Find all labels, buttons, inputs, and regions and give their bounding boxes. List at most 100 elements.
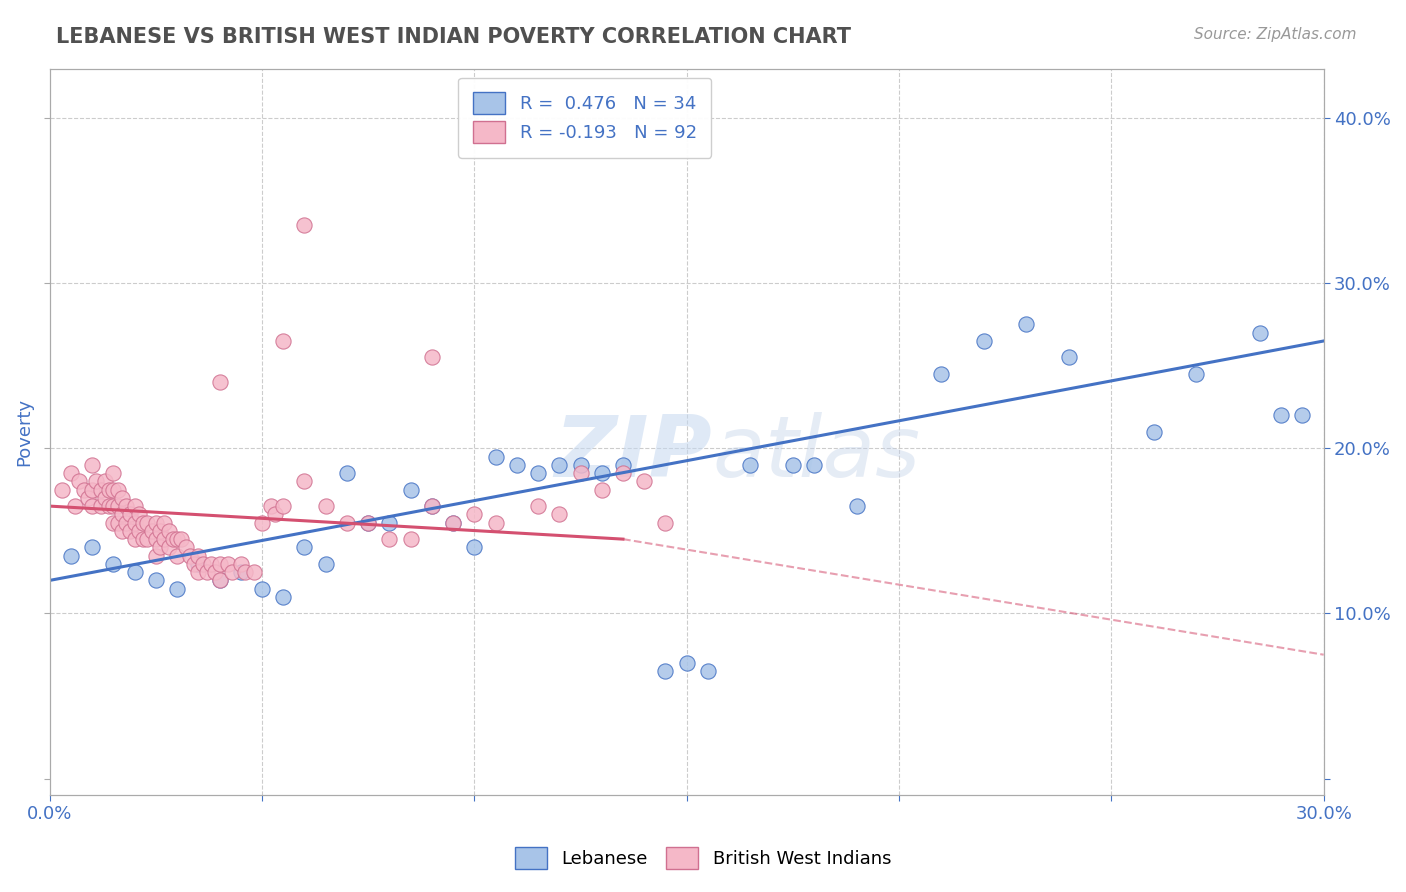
- Point: [315, 499, 337, 513]
- Point: [378, 532, 401, 546]
- Text: Source: ZipAtlas.com: Source: ZipAtlas.com: [1194, 27, 1357, 42]
- Point: [103, 466, 125, 480]
- Point: [124, 565, 146, 579]
- Point: [179, 549, 201, 563]
- Point: [463, 508, 485, 522]
- Point: [82, 483, 104, 497]
- Point: [1057, 351, 1080, 365]
- Point: [103, 516, 125, 530]
- Point: [654, 664, 676, 678]
- Point: [233, 565, 256, 579]
- Point: [441, 516, 464, 530]
- Point: [782, 458, 804, 472]
- Point: [145, 574, 167, 588]
- Point: [107, 499, 129, 513]
- Point: [115, 499, 138, 513]
- Point: [527, 466, 550, 480]
- Point: [132, 532, 155, 546]
- Point: [1270, 409, 1292, 423]
- Point: [128, 524, 150, 538]
- Point: [195, 565, 218, 579]
- Point: [174, 541, 197, 555]
- Point: [803, 458, 825, 472]
- Point: [250, 516, 273, 530]
- Point: [208, 376, 231, 390]
- Point: [120, 508, 142, 522]
- Point: [294, 475, 316, 489]
- Point: [740, 458, 762, 472]
- Point: [111, 508, 134, 522]
- Point: [1015, 318, 1038, 332]
- Point: [59, 549, 82, 563]
- Point: [399, 532, 422, 546]
- Y-axis label: Poverty: Poverty: [15, 398, 32, 466]
- Point: [149, 541, 172, 555]
- Point: [103, 499, 125, 513]
- Point: [153, 532, 176, 546]
- Point: [98, 483, 121, 497]
- Point: [72, 483, 94, 497]
- Point: [271, 590, 294, 604]
- Point: [1185, 367, 1208, 381]
- Point: [145, 549, 167, 563]
- Point: [633, 475, 655, 489]
- Point: [103, 483, 125, 497]
- Point: [162, 532, 184, 546]
- Text: atlas: atlas: [713, 412, 920, 495]
- Point: [271, 499, 294, 513]
- Point: [208, 574, 231, 588]
- Point: [157, 541, 180, 555]
- Point: [166, 549, 188, 563]
- Point: [441, 516, 464, 530]
- Point: [271, 334, 294, 348]
- Point: [591, 466, 613, 480]
- Point: [697, 664, 720, 678]
- Point: [166, 532, 188, 546]
- Point: [157, 524, 180, 538]
- Point: [136, 532, 159, 546]
- Point: [77, 491, 100, 505]
- Point: [132, 516, 155, 530]
- Point: [59, 466, 82, 480]
- Point: [124, 532, 146, 546]
- Point: [221, 565, 243, 579]
- Point: [569, 458, 592, 472]
- Point: [166, 582, 188, 596]
- Point: [208, 574, 231, 588]
- Point: [420, 499, 443, 513]
- Point: [675, 656, 697, 670]
- Point: [187, 557, 209, 571]
- Point: [654, 516, 676, 530]
- Point: [200, 557, 222, 571]
- Point: [484, 516, 506, 530]
- Point: [145, 532, 167, 546]
- Legend: R =  0.476   N = 34, R = -0.193   N = 92: R = 0.476 N = 34, R = -0.193 N = 92: [458, 78, 711, 158]
- Point: [107, 516, 129, 530]
- Point: [294, 541, 316, 555]
- Point: [86, 475, 108, 489]
- Point: [336, 516, 359, 530]
- Point: [187, 565, 209, 579]
- Point: [315, 557, 337, 571]
- Point: [111, 524, 134, 538]
- Point: [128, 508, 150, 522]
- Point: [141, 524, 163, 538]
- Point: [294, 219, 316, 233]
- Point: [145, 516, 167, 530]
- Point: [204, 565, 226, 579]
- Point: [82, 458, 104, 472]
- Point: [229, 565, 252, 579]
- Point: [357, 516, 380, 530]
- Point: [82, 499, 104, 513]
- Point: [94, 491, 117, 505]
- Point: [420, 351, 443, 365]
- Point: [187, 549, 209, 563]
- Point: [183, 557, 205, 571]
- Point: [103, 557, 125, 571]
- Point: [120, 524, 142, 538]
- Point: [612, 458, 634, 472]
- Point: [548, 508, 571, 522]
- Point: [82, 541, 104, 555]
- Point: [336, 466, 359, 480]
- Point: [569, 466, 592, 480]
